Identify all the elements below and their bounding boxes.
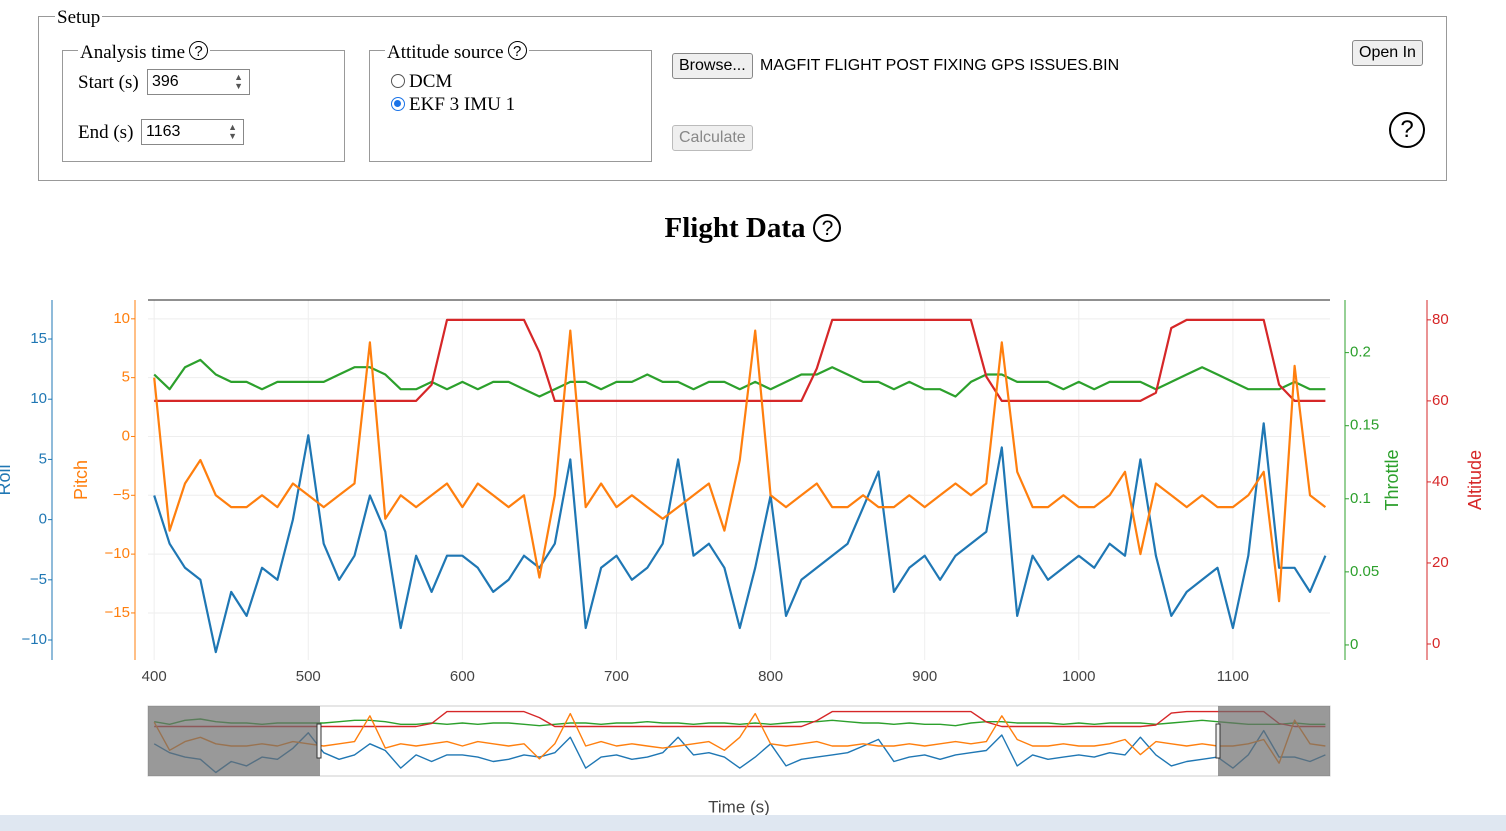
end-value: 1163 <box>146 123 181 140</box>
range-mask <box>148 706 320 776</box>
legend-text: Attitude source <box>387 42 504 63</box>
attitude-source-legend: Attitude source? <box>385 41 529 63</box>
start-label: Start (s) <box>78 72 139 93</box>
option-label: EKF 3 IMU 1 <box>409 94 516 115</box>
y-axis-title: Throttle <box>1382 449 1402 510</box>
taskbar <box>0 815 1506 831</box>
radio-option[interactable]: EKF 3 IMU 1 <box>391 94 515 116</box>
spinner[interactable]: ▲ ▼ <box>228 122 237 141</box>
start-value: 396 <box>152 73 179 90</box>
y-tick-label: −15 <box>105 604 130 621</box>
series-line <box>153 358 1326 398</box>
range-handle <box>1215 723 1221 759</box>
y-axis-title: Roll <box>0 464 14 495</box>
x-axis-title: Time (s) <box>708 797 770 816</box>
y-axis-title: Pitch <box>71 460 91 500</box>
range-slider-line <box>153 729 1326 774</box>
y-tick-label: 0 <box>1350 636 1358 653</box>
analysis-time-legend: Analysis time? <box>78 41 211 63</box>
radio-option[interactable]: DCM <box>391 71 452 93</box>
range-slider <box>147 705 1331 777</box>
setup-legend: Setup <box>55 7 103 28</box>
y-tick-label: 60 <box>1432 392 1449 409</box>
browse-button[interactable]: Browse... <box>672 53 753 79</box>
y-tick-label: 10 <box>30 390 47 407</box>
y-tick-label: 15 <box>30 330 47 347</box>
x-tick-label: 700 <box>604 668 629 685</box>
range-slider-line <box>153 712 1326 764</box>
range-handle <box>316 723 322 759</box>
chart-title-row: Flight Data? <box>0 212 1506 245</box>
help-button[interactable]: ? <box>1389 112 1425 148</box>
end-input[interactable]: 1163 ▲ ▼ <box>141 119 244 145</box>
y-tick-label: 40 <box>1432 473 1449 490</box>
radio-button[interactable] <box>391 97 405 111</box>
y-tick-label: 0.15 <box>1350 417 1379 434</box>
help-icon[interactable]: ? <box>507 41 527 60</box>
y-axis-title: Altitude <box>1465 450 1485 510</box>
option-label: DCM <box>409 71 453 92</box>
file-name: MAGFIT FLIGHT POST FIXING GPS ISSUES.BIN <box>760 57 1120 74</box>
y-tick-label: 0 <box>39 511 47 528</box>
y-tick-label: 0.1 <box>1350 490 1371 507</box>
start-input[interactable]: 396 ▲ ▼ <box>147 69 250 95</box>
y-tick-label: 20 <box>1432 554 1449 571</box>
chart-title: Flight Data <box>664 212 806 244</box>
y-tick-label: 10 <box>113 310 130 327</box>
x-tick-label: 900 <box>912 668 937 685</box>
y-tick-label: −10 <box>105 545 130 562</box>
series-line <box>153 329 1327 603</box>
range-slider-line <box>154 718 1326 727</box>
open-in-button[interactable]: Open In <box>1352 40 1423 66</box>
y-tick-label: 80 <box>1432 311 1449 328</box>
x-tick-label: 800 <box>758 668 783 685</box>
x-tick-label: 1100 <box>1217 668 1249 685</box>
setup-panel <box>38 16 1447 181</box>
x-tick-label: 1000 <box>1062 668 1095 685</box>
y-tick-label: 0 <box>122 427 130 444</box>
x-tick-label: 600 <box>450 668 475 685</box>
spinner[interactable]: ▲ ▼ <box>234 72 243 91</box>
y-tick-label: 5 <box>122 369 130 386</box>
radio-button[interactable] <box>391 74 405 88</box>
x-tick-label: 400 <box>142 668 167 685</box>
help-icon[interactable]: ? <box>813 214 842 242</box>
series-line <box>153 422 1327 654</box>
end-label: End (s) <box>78 122 134 143</box>
y-tick-label: 0.05 <box>1350 563 1379 580</box>
y-tick-label: −5 <box>113 486 130 503</box>
x-tick-label: 500 <box>296 668 321 685</box>
range-mask <box>1218 706 1330 776</box>
y-tick-label: −5 <box>30 571 47 588</box>
y-tick-label: 0 <box>1432 635 1440 652</box>
legend-text: Analysis time <box>80 42 186 63</box>
help-icon[interactable]: ? <box>189 41 209 60</box>
range-slider-line <box>154 710 1326 728</box>
series-line <box>154 318 1326 402</box>
calculate-button[interactable]: Calculate <box>672 125 753 151</box>
y-tick-label: 0.2 <box>1350 344 1371 361</box>
y-tick-label: −10 <box>22 631 47 648</box>
y-tick-label: 5 <box>39 450 47 467</box>
